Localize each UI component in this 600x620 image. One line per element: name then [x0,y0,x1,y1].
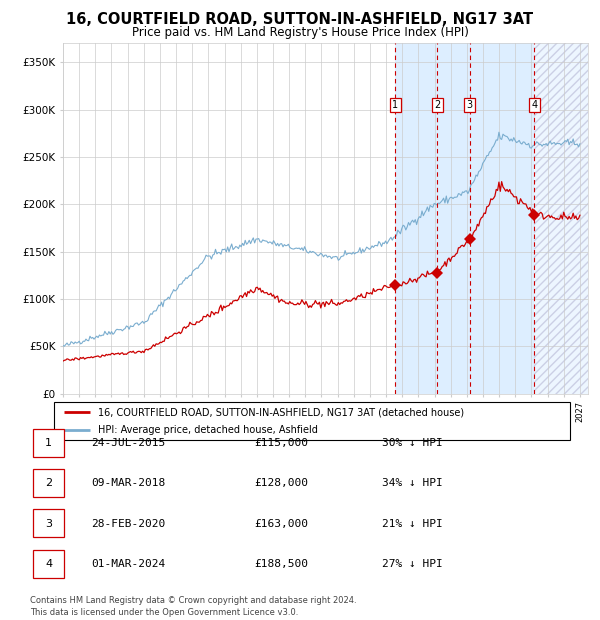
Text: 34% ↓ HPI: 34% ↓ HPI [382,478,443,489]
Text: 1: 1 [392,100,398,110]
FancyBboxPatch shape [33,549,64,578]
FancyBboxPatch shape [54,402,570,440]
Text: 3: 3 [466,100,473,110]
FancyBboxPatch shape [33,469,64,497]
Text: Contains HM Land Registry data © Crown copyright and database right 2024.
This d: Contains HM Land Registry data © Crown c… [30,596,356,617]
Text: £115,000: £115,000 [254,438,308,448]
Text: 21% ↓ HPI: 21% ↓ HPI [382,518,443,529]
Text: £188,500: £188,500 [254,559,308,569]
Text: £163,000: £163,000 [254,518,308,529]
Text: 4: 4 [531,100,537,110]
Bar [534,43,588,394]
Text: 2: 2 [434,100,440,110]
Text: 27% ↓ HPI: 27% ↓ HPI [382,559,443,569]
Text: 4: 4 [45,559,52,569]
Text: 30% ↓ HPI: 30% ↓ HPI [382,438,443,448]
Text: 09-MAR-2018: 09-MAR-2018 [91,478,166,489]
Bar [63,43,395,394]
FancyBboxPatch shape [33,509,64,537]
Text: 01-MAR-2024: 01-MAR-2024 [91,559,166,569]
Text: HPI: Average price, detached house, Ashfield: HPI: Average price, detached house, Ashf… [98,425,318,435]
Text: 28-FEB-2020: 28-FEB-2020 [91,518,166,529]
Text: Price paid vs. HM Land Registry's House Price Index (HPI): Price paid vs. HM Land Registry's House … [131,26,469,39]
Text: £128,000: £128,000 [254,478,308,489]
Text: 24-JUL-2015: 24-JUL-2015 [91,438,166,448]
Bar [395,43,534,394]
Text: 16, COURTFIELD ROAD, SUTTON-IN-ASHFIELD, NG17 3AT (detached house): 16, COURTFIELD ROAD, SUTTON-IN-ASHFIELD,… [98,407,464,417]
FancyBboxPatch shape [33,428,64,456]
Text: 16, COURTFIELD ROAD, SUTTON-IN-ASHFIELD, NG17 3AT: 16, COURTFIELD ROAD, SUTTON-IN-ASHFIELD,… [67,12,533,27]
Text: 2: 2 [45,478,52,489]
Text: 3: 3 [45,518,52,529]
Text: 1: 1 [45,438,52,448]
